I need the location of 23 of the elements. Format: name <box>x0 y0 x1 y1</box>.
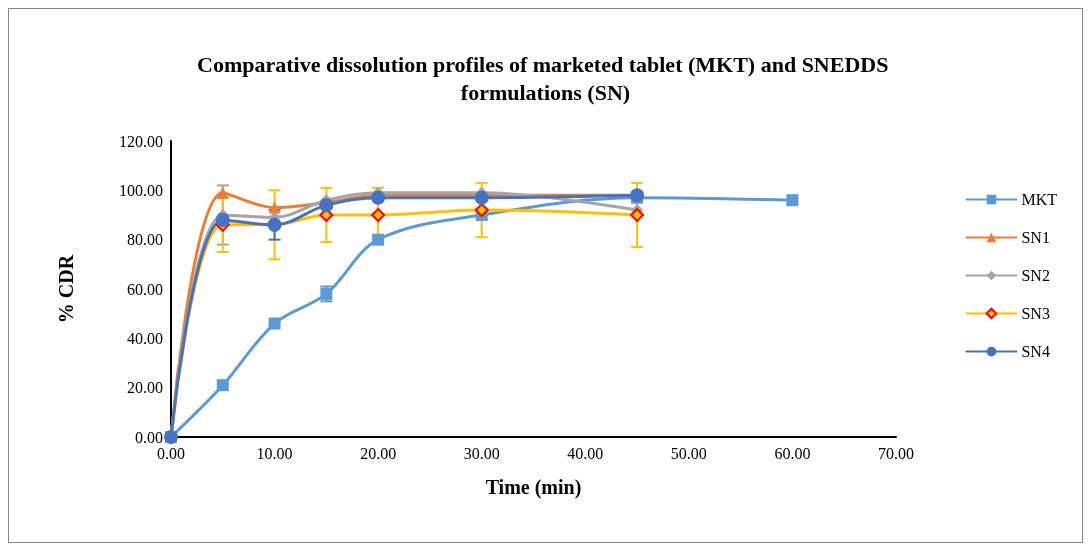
x-axis-title: Time (min) <box>485 476 582 499</box>
chart-title: Comparative dissolution profiles of marketed tablet (MKT) and SNEDDS formulations (SN) <box>197 51 894 105</box>
y-tick-label: 60.00 <box>127 280 163 298</box>
y-tick-label: 20.00 <box>127 379 163 397</box>
legend-label: MKT <box>1021 191 1058 208</box>
x-tick-label: 20.00 <box>360 444 397 462</box>
y-axis-title: % CDR <box>55 254 77 324</box>
legend-label: SN1 <box>1021 229 1050 246</box>
y-tick-label: 40.00 <box>127 329 163 347</box>
x-tick-label: 50.00 <box>670 444 707 462</box>
x-tick-label: 70.00 <box>878 444 914 462</box>
legend-label: SN4 <box>1021 343 1050 360</box>
y-tick-label: 120.00 <box>119 132 163 150</box>
y-tick-label: 80.00 <box>127 231 163 249</box>
x-tick-label: 30.00 <box>463 444 500 462</box>
y-tick-label: 0.00 <box>135 428 163 446</box>
legend-label: SN3 <box>1021 305 1050 322</box>
x-tick-label: 10.00 <box>256 444 293 462</box>
x-tick-label: 0.00 <box>157 444 185 462</box>
x-tick-label: 60.00 <box>774 444 811 462</box>
legend-label: SN2 <box>1021 267 1050 284</box>
y-tick-label: 100.00 <box>119 181 163 199</box>
x-tick-label: 40.00 <box>567 444 604 462</box>
